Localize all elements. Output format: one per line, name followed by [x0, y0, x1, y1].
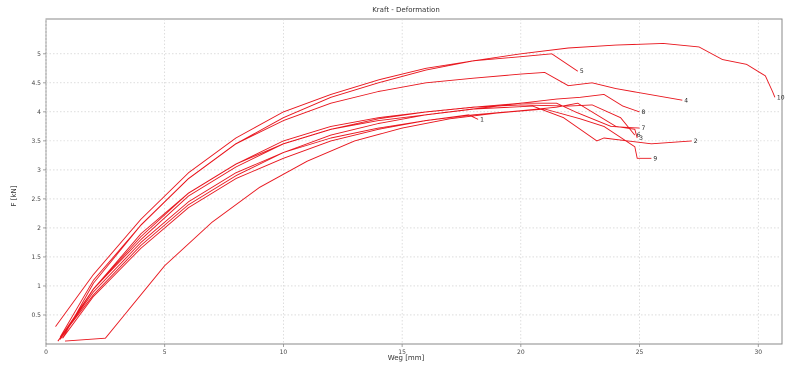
x-axis-label: Weg [mm] [388, 354, 425, 362]
series-end-label-9: 9 [653, 155, 657, 162]
series-line-8 [57, 93, 640, 342]
y-tick-label: 1.5 [31, 254, 41, 261]
series-end-label-8: 8 [642, 109, 646, 116]
y-tick-label: 5 [37, 51, 41, 58]
series-end-label-6: 6 [637, 132, 641, 139]
series-line-7 [59, 102, 640, 340]
series-line-5 [55, 53, 579, 327]
series-line-2 [57, 105, 692, 342]
data-series: 1 2 3 4 5 67 8 9 10 [55, 42, 785, 342]
y-tick-label: 3.5 [31, 138, 41, 145]
y-axis-label: F [kN] [10, 185, 18, 206]
series-line-10 [62, 42, 776, 339]
y-tick-label: 4 [37, 109, 41, 116]
plot-area-frame [45, 18, 783, 345]
series-end-label-3: 3 [639, 135, 643, 142]
y-tick-label: 3 [37, 167, 41, 174]
series-end-label-10: 10 [777, 94, 785, 101]
x-tick-label: 30 [754, 349, 762, 356]
grid-lines [45, 19, 782, 344]
series-end-label-7: 7 [642, 125, 646, 132]
x-tick-label: 15 [398, 349, 406, 356]
y-tick-label: 0.5 [31, 312, 41, 319]
series-end-label-1: 1 [480, 116, 484, 123]
x-tick-label: 10 [280, 349, 288, 356]
y-tick-label: 2 [37, 225, 41, 232]
x-tick-label: 25 [636, 349, 644, 356]
y-tick-label: 4.5 [31, 80, 41, 87]
chart-title: Kraft - Deformation [372, 6, 440, 14]
axis-ticks: 0 5 10 15 20 25 300.511.522.533.544.55 [31, 51, 762, 356]
series-end-label-5: 5 [580, 68, 584, 75]
series-line-9 [64, 108, 652, 342]
series-end-label-2: 2 [694, 138, 698, 145]
series-line-6 [59, 104, 636, 340]
series-end-label-4: 4 [684, 97, 688, 104]
series-line-3 [62, 102, 638, 339]
y-tick-label: 2.5 [31, 196, 41, 203]
x-tick-label: 5 [163, 349, 167, 356]
x-tick-label: 20 [517, 349, 525, 356]
y-tick-label: 1 [37, 283, 41, 290]
x-tick-label: 0 [44, 349, 48, 356]
